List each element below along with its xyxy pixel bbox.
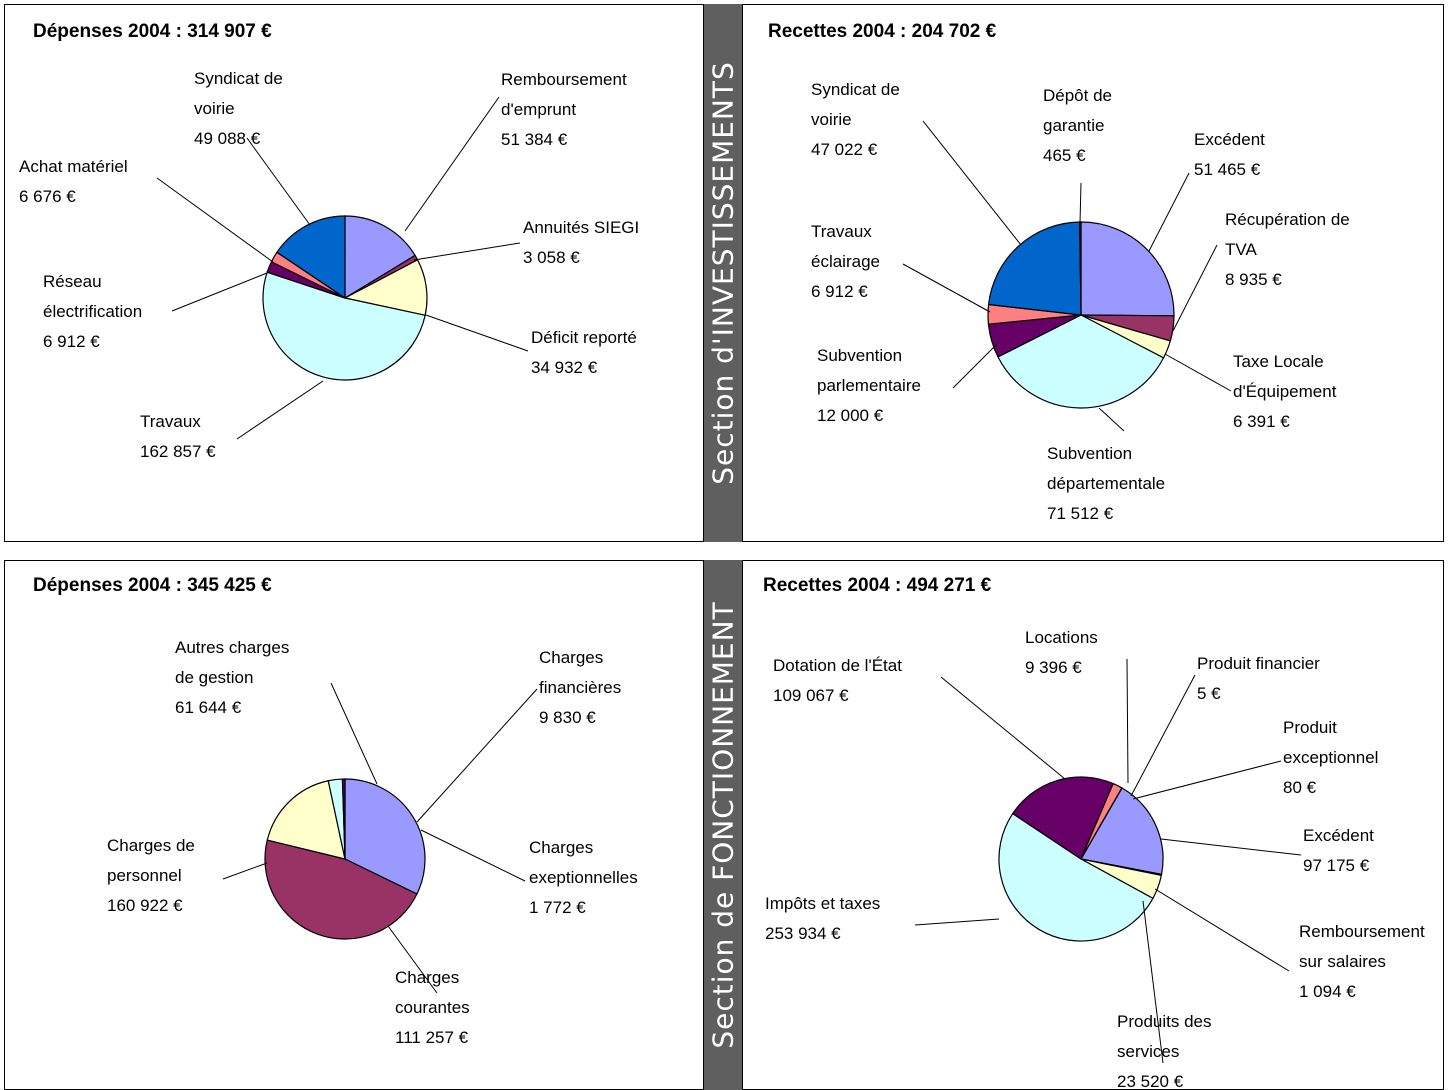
slice-label: Achat matériel 6 676 €	[19, 157, 128, 206]
panel-recettes-investissement: Recettes 2004 : 204 702 € Excédent 51 465 …	[742, 4, 1444, 542]
slice-label: Récupération de TVA 8 935 €	[1225, 210, 1350, 289]
leader-line	[1154, 888, 1290, 972]
slice-label: Annuités SIEGI 3 058 €	[523, 218, 639, 267]
pie-chart: Recettes 2004 : 494 271 € Excédent 97 175 …	[763, 575, 1425, 1090]
slice-label: Syndicat de voirie 49 088 €	[194, 69, 283, 148]
pie-slice	[262, 271, 426, 381]
pie-slice	[276, 215, 346, 300]
leader-line	[222, 862, 268, 880]
pie-slice	[344, 215, 416, 300]
leader-line	[1148, 172, 1190, 252]
slice-label: Déficit reporté 34 932 €	[531, 328, 637, 377]
leader-line	[1098, 407, 1125, 432]
panel-recettes-fonctionnement: Recettes 2004 : 494 271 € Excédent 97 175 …	[742, 560, 1444, 1090]
section-bar-investissement: Section d'INVESTISSEMENTS	[704, 4, 742, 542]
slice-label: Charges exeptionnelles 1 772 €	[529, 838, 638, 917]
slice-label: Dotation de l'État 109 067 €	[773, 656, 902, 705]
leader-line	[404, 96, 500, 232]
slice-label: Charges financières 9 830 €	[539, 648, 621, 727]
pie-slice	[998, 812, 1154, 942]
pie-slice	[1080, 787, 1164, 876]
leader-line	[330, 682, 378, 785]
pie-slice	[1080, 787, 1123, 860]
pie-slice	[344, 778, 426, 895]
leader-line	[413, 242, 521, 261]
leader-line	[922, 120, 1022, 246]
pie-chart: Dépenses 2004 : 314 907 € Remboursement d'…	[19, 21, 639, 461]
slice-label: Charges courantes 111 257 €	[395, 968, 470, 1047]
slice-label: Syndicat de voirie 47 022 €	[811, 80, 900, 159]
slice-label: Remboursement d'emprunt 51 384 €	[501, 70, 627, 149]
pie-slice	[266, 780, 346, 860]
leader-line	[952, 343, 998, 389]
leader-line	[171, 272, 268, 312]
leader-line	[416, 688, 538, 823]
leader-line	[1142, 900, 1164, 1064]
leader-line	[1160, 838, 1302, 856]
slice-label: Autres charges de gestion 61 644 €	[175, 638, 289, 717]
chart-title: Dépenses 2004 : 345 425 €	[33, 575, 272, 596]
leader-line	[1079, 182, 1082, 224]
leader-line	[1132, 760, 1282, 800]
pie-slice	[987, 221, 1082, 316]
leader-line	[246, 137, 311, 226]
slice-label: Taxe Locale d'Équipement 6 391 €	[1233, 352, 1337, 431]
pie-slice	[1080, 221, 1175, 317]
leader-line	[425, 314, 529, 352]
leader-line	[940, 676, 1066, 780]
leader-line	[1130, 674, 1196, 797]
slice-label: Produits des services 23 520 €	[1117, 1012, 1212, 1090]
leader-line	[387, 925, 438, 994]
chart-title: Recettes 2004 : 494 271 €	[763, 575, 992, 596]
leader-line	[420, 829, 526, 882]
slice-label: Remboursement sur salaires 1 094 €	[1299, 922, 1425, 1001]
slice-label: Charges de personnel 160 922 €	[107, 836, 195, 915]
leader-line	[1126, 658, 1129, 784]
panel-depenses-investissement: Dépenses 2004 : 314 907 € Remboursement d'…	[4, 4, 704, 542]
pie-slice	[341, 778, 346, 860]
leader-line	[1172, 244, 1218, 332]
leader-line	[914, 918, 1000, 926]
leader-line	[156, 177, 274, 263]
slice-label: Excédent 51 465 €	[1194, 130, 1265, 179]
slice-label: Travaux éclairage 6 912 €	[811, 222, 880, 301]
slice-label: Produit exceptionnel 80 €	[1283, 718, 1378, 797]
section-bar-fonctionnement: Section de FONCTIONNEMENT	[704, 560, 742, 1090]
slice-label: Travaux 162 857 €	[140, 412, 216, 461]
section-label-investissement: Section d'INVESTISSEMENTS	[706, 61, 740, 485]
chart-title: Dépenses 2004 : 314 907 €	[33, 21, 272, 42]
slice-label: Subvention départementale 71 512 €	[1047, 444, 1165, 523]
pie-slice	[1011, 776, 1114, 860]
panel-depenses-fonctionnement: Dépenses 2004 : 345 425 € Charges courante…	[4, 560, 704, 1090]
pie-slice	[264, 839, 418, 940]
leader-line	[902, 263, 991, 313]
slice-label: Dépôt de garantie 465 €	[1043, 86, 1112, 165]
leader-line	[236, 380, 324, 440]
pie-chart: Recettes 2004 : 204 702 € Excédent 51 465 …	[768, 21, 1350, 523]
slice-label: Subvention parlementaire 12 000 €	[817, 346, 921, 425]
slice-label: Excédent 97 175 €	[1303, 826, 1374, 875]
slice-label: Impôts et taxes 253 934 €	[765, 894, 880, 943]
slice-label: Locations 9 396 €	[1025, 628, 1098, 677]
section-label-fonctionnement: Section de FONCTIONNEMENT	[706, 601, 740, 1049]
slice-label: Réseau électrification 6 912 €	[43, 272, 142, 351]
slice-label: Produit financier 5 €	[1197, 654, 1320, 703]
chart-title: Recettes 2004 : 204 702 €	[768, 21, 997, 42]
leader-line	[1164, 353, 1232, 392]
pie-slice	[997, 314, 1165, 409]
pie-chart: Dépenses 2004 : 345 425 € Charges courante…	[33, 575, 638, 1047]
